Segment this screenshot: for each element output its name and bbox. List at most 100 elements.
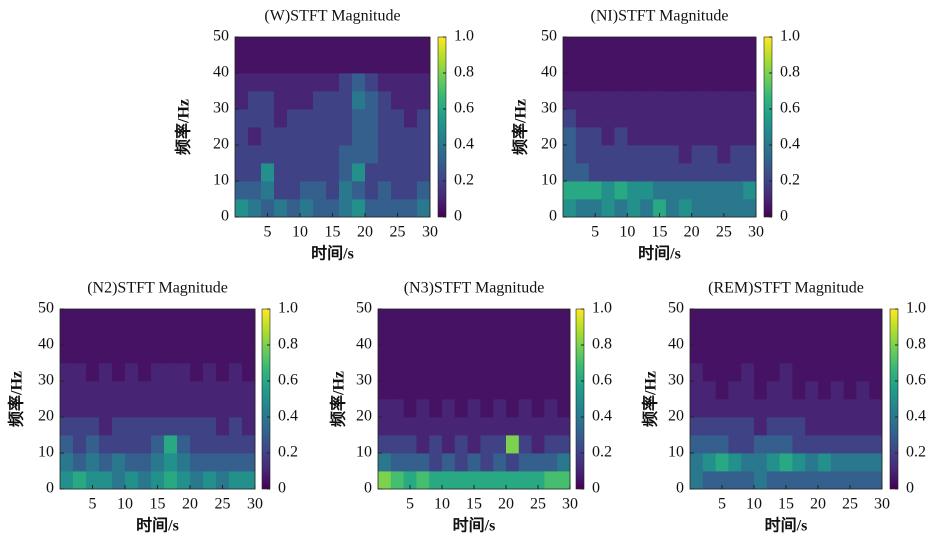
heatmap-cell: [728, 345, 742, 364]
heatmap-cell: [493, 327, 507, 346]
heatmap-cell: [678, 199, 693, 218]
y-tick-label: 40: [213, 64, 229, 81]
heatmap-cell: [818, 453, 832, 472]
heatmap-cell: [429, 381, 443, 400]
heatmap-cell: [690, 381, 704, 400]
colorbar-tick-label: 0: [780, 208, 788, 225]
heatmap-cell: [190, 453, 204, 472]
heatmap-cell: [151, 417, 165, 436]
heatmap-cell: [843, 435, 857, 454]
heatmap-cell: [792, 453, 806, 472]
heatmap-cell: [627, 73, 641, 92]
heatmap-cell: [715, 345, 729, 364]
heatmap-cell: [391, 199, 405, 218]
x-axis-label: 时间/s: [311, 244, 354, 263]
y-tick-label: 30: [38, 372, 54, 389]
heatmap-cell: [287, 91, 301, 110]
heatmap-cell: [743, 73, 757, 92]
heatmap-cell: [506, 345, 520, 364]
heatmap-cell: [112, 381, 126, 400]
heatmap-cell: [653, 73, 667, 92]
heatmap-cell: [544, 435, 558, 454]
y-tick-label: 10: [213, 172, 229, 189]
heatmap-cell: [856, 309, 870, 328]
heatmap-cell: [792, 345, 806, 364]
heatmap-cell: [544, 417, 558, 436]
heatmap-cell: [818, 471, 832, 490]
heatmap-cell: [86, 363, 100, 382]
colorbar: [437, 36, 447, 218]
heatmap-cell: [164, 471, 178, 490]
heatmap-cell: [493, 471, 507, 490]
x-tick-label: 5: [591, 224, 599, 241]
heatmap-cell: [754, 399, 768, 418]
heatmap-cell: [390, 417, 404, 436]
y-axis-label: 频率/Hz: [329, 371, 348, 427]
heatmap-cell: [242, 399, 256, 418]
heatmap-cell: [365, 37, 379, 56]
heatmap-cell: [493, 363, 507, 382]
x-tick-label: 25: [842, 496, 858, 513]
heatmap-cell: [653, 91, 667, 110]
heatmap-cell: [190, 363, 204, 382]
chart-title: (W)STFT Magnitude: [264, 8, 400, 25]
heatmap-cell: [326, 55, 340, 74]
heatmap-cell: [390, 399, 404, 418]
heatmap-cell: [86, 345, 100, 364]
heatmap-cell: [743, 199, 757, 218]
heatmap-cell: [704, 199, 718, 218]
heatmap-cell: [339, 181, 353, 200]
heatmap-cell: [190, 327, 204, 346]
y-tick-label: 20: [213, 136, 229, 153]
heatmap-cell: [404, 55, 418, 74]
heatmap-cell: [313, 163, 327, 182]
heatmap-cell: [843, 417, 857, 436]
heatmap-cell: [856, 471, 870, 490]
heatmap-cell: [339, 163, 353, 182]
heatmap-cell: [261, 37, 275, 56]
heatmap-cell: [235, 145, 249, 164]
heatmap-cell: [531, 363, 545, 382]
heatmap-cell: [717, 145, 731, 164]
heatmap-cell: [627, 181, 641, 200]
heatmap-cell: [717, 37, 731, 56]
heatmap-cell: [403, 435, 417, 454]
heatmap-cell: [378, 181, 392, 200]
heatmap-cell: [403, 471, 417, 490]
heatmap-cell: [403, 399, 417, 418]
heatmap-cell: [480, 471, 494, 490]
heatmap-cell: [741, 381, 755, 400]
heatmap-cell: [248, 163, 262, 182]
heatmap-cell: [177, 417, 191, 436]
heatmap-cell: [60, 345, 74, 364]
colorbar: [889, 308, 899, 490]
heatmap-cell: [99, 471, 113, 490]
colorbar-tick-label: 0.8: [780, 64, 800, 81]
y-tick-label: 40: [38, 336, 54, 353]
colorbar-tick-label: 0.8: [454, 64, 474, 81]
colorbar-tick-label: 0.6: [592, 372, 612, 389]
heatmap-cell: [730, 55, 744, 74]
heatmap-cell: [60, 381, 74, 400]
heatmap-cell: [235, 181, 249, 200]
heatmap-cell: [653, 163, 667, 182]
heatmap-cell: [235, 127, 249, 146]
heatmap-cell: [588, 181, 602, 200]
heatmap-cell: [544, 309, 558, 328]
heatmap-cell: [404, 145, 418, 164]
heatmap-cell: [416, 327, 430, 346]
heatmap-cell: [563, 109, 577, 128]
heatmap-cell: [856, 435, 870, 454]
heatmap-cell: [792, 417, 806, 436]
heatmap-cell: [99, 345, 113, 364]
heatmap-cell: [417, 181, 431, 200]
heatmap-cell: [754, 327, 768, 346]
heatmap-cell: [190, 435, 204, 454]
heatmap-cell: [588, 145, 602, 164]
heatmap-cell: [563, 91, 577, 110]
heatmap-cell: [563, 73, 577, 92]
heatmap-cell: [416, 453, 430, 472]
heatmap-cell: [203, 453, 217, 472]
heatmap-cell: [627, 199, 641, 218]
